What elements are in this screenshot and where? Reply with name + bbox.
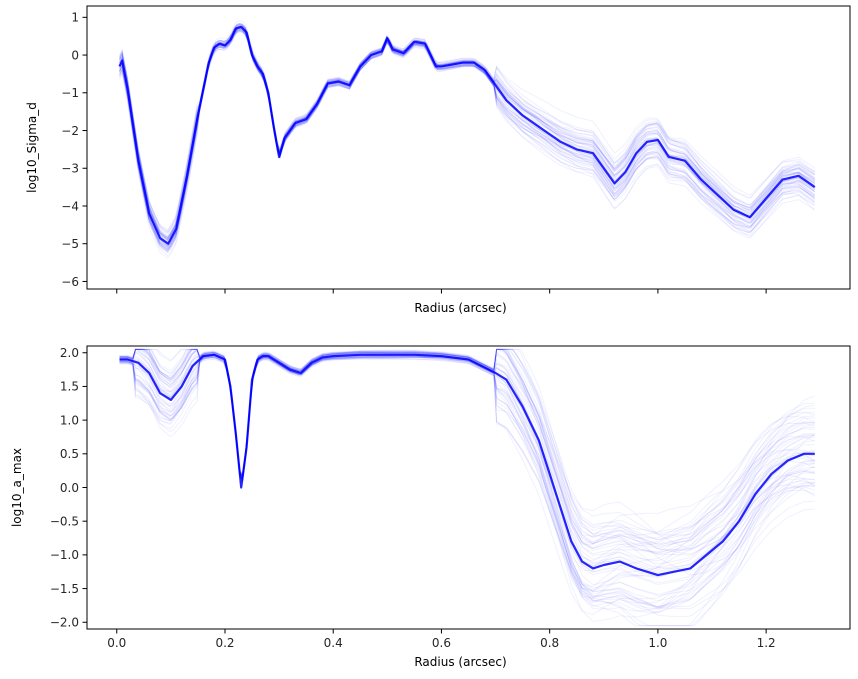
top-plot-x-ticks — [116, 289, 767, 294]
y-tick-label: 0.0 — [60, 481, 79, 495]
x-tick-label: 0.2 — [215, 636, 234, 650]
top-plot-frame — [86, 5, 851, 290]
sample-curve — [119, 20, 816, 231]
y-tick-label: 2.0 — [60, 346, 79, 360]
bottom-plot-y-label: log10_a_max — [10, 448, 24, 527]
y-tick-label: −3 — [61, 162, 79, 176]
top-plot-panel: −6 −5 −4 −3 −2 −1 0 1 Radius (arcsec) log10_Sig… — [25, 5, 851, 315]
sample-curve — [119, 28, 816, 250]
sample-curve — [119, 30, 816, 247]
y-tick-label: −6 — [61, 275, 79, 289]
sample-curve — [119, 28, 816, 251]
y-tick-label: −0.5 — [50, 514, 79, 528]
x-tick-label: 0.0 — [107, 636, 126, 650]
y-tick-label: 1.5 — [60, 380, 79, 394]
median-curve — [119, 353, 815, 577]
x-tick-label: 0.4 — [324, 636, 343, 650]
y-tick-label: −5 — [61, 237, 79, 251]
sample-curve — [119, 23, 816, 234]
sample-curve — [119, 30, 816, 254]
bottom-plot-curves — [119, 348, 816, 627]
y-tick-label: −2 — [61, 124, 79, 138]
y-tick-label: −2.0 — [50, 616, 79, 630]
sample-curve — [119, 29, 816, 250]
x-tick-label: 1.0 — [648, 636, 667, 650]
bottom-plot-x-label: Radius (arcsec) — [414, 655, 506, 669]
sample-curve — [119, 23, 816, 232]
sample-curve — [119, 29, 816, 251]
sample-curve — [119, 23, 816, 239]
top-plot-curves — [118, 20, 816, 259]
y-tick-label: −1 — [61, 86, 79, 100]
sample-curve — [119, 30, 816, 257]
sample-curve — [119, 23, 816, 233]
bottom-plot-y-ticks: −2.0 −1.5 −1.0 −0.5 0.0 0.5 1.0 1.5 2.0 — [50, 346, 87, 630]
y-tick-label: −1.5 — [50, 582, 79, 596]
y-tick-label: 0 — [71, 48, 79, 62]
bottom-plot-panel: 0.0 0.2 0.4 0.6 0.8 1.0 1.2 −2.0 −1.5 −1.0 −0.5 0.… — [10, 345, 851, 669]
bottom-plot-x-ticks: 0.0 0.2 0.4 0.6 0.8 1.0 1.2 — [107, 629, 776, 650]
sample-curve — [119, 31, 816, 253]
sample-curve — [119, 28, 816, 252]
sample-curve — [119, 30, 816, 247]
y-tick-label: −4 — [61, 199, 79, 213]
x-tick-label: 0.6 — [432, 636, 451, 650]
median-curve — [118, 25, 816, 245]
sample-curve — [119, 29, 816, 251]
sample-curve — [119, 31, 816, 259]
y-tick-label: 1 — [71, 11, 79, 25]
sample-curve — [119, 22, 816, 233]
x-tick-label: 1.2 — [757, 636, 776, 650]
top-plot-x-label: Radius (arcsec) — [414, 301, 506, 315]
y-tick-label: −1.0 — [50, 548, 79, 562]
sample-curve — [119, 29, 816, 253]
x-tick-label: 0.8 — [540, 636, 559, 650]
sample-curve — [119, 28, 816, 251]
sample-curve — [119, 29, 816, 253]
y-tick-label: 1.0 — [60, 413, 79, 427]
y-tick-label: 0.5 — [60, 447, 79, 461]
top-plot-y-ticks: −6 −5 −4 −3 −2 −1 0 1 — [61, 11, 87, 289]
top-plot-y-label: log10_Sigma_d — [25, 102, 39, 193]
